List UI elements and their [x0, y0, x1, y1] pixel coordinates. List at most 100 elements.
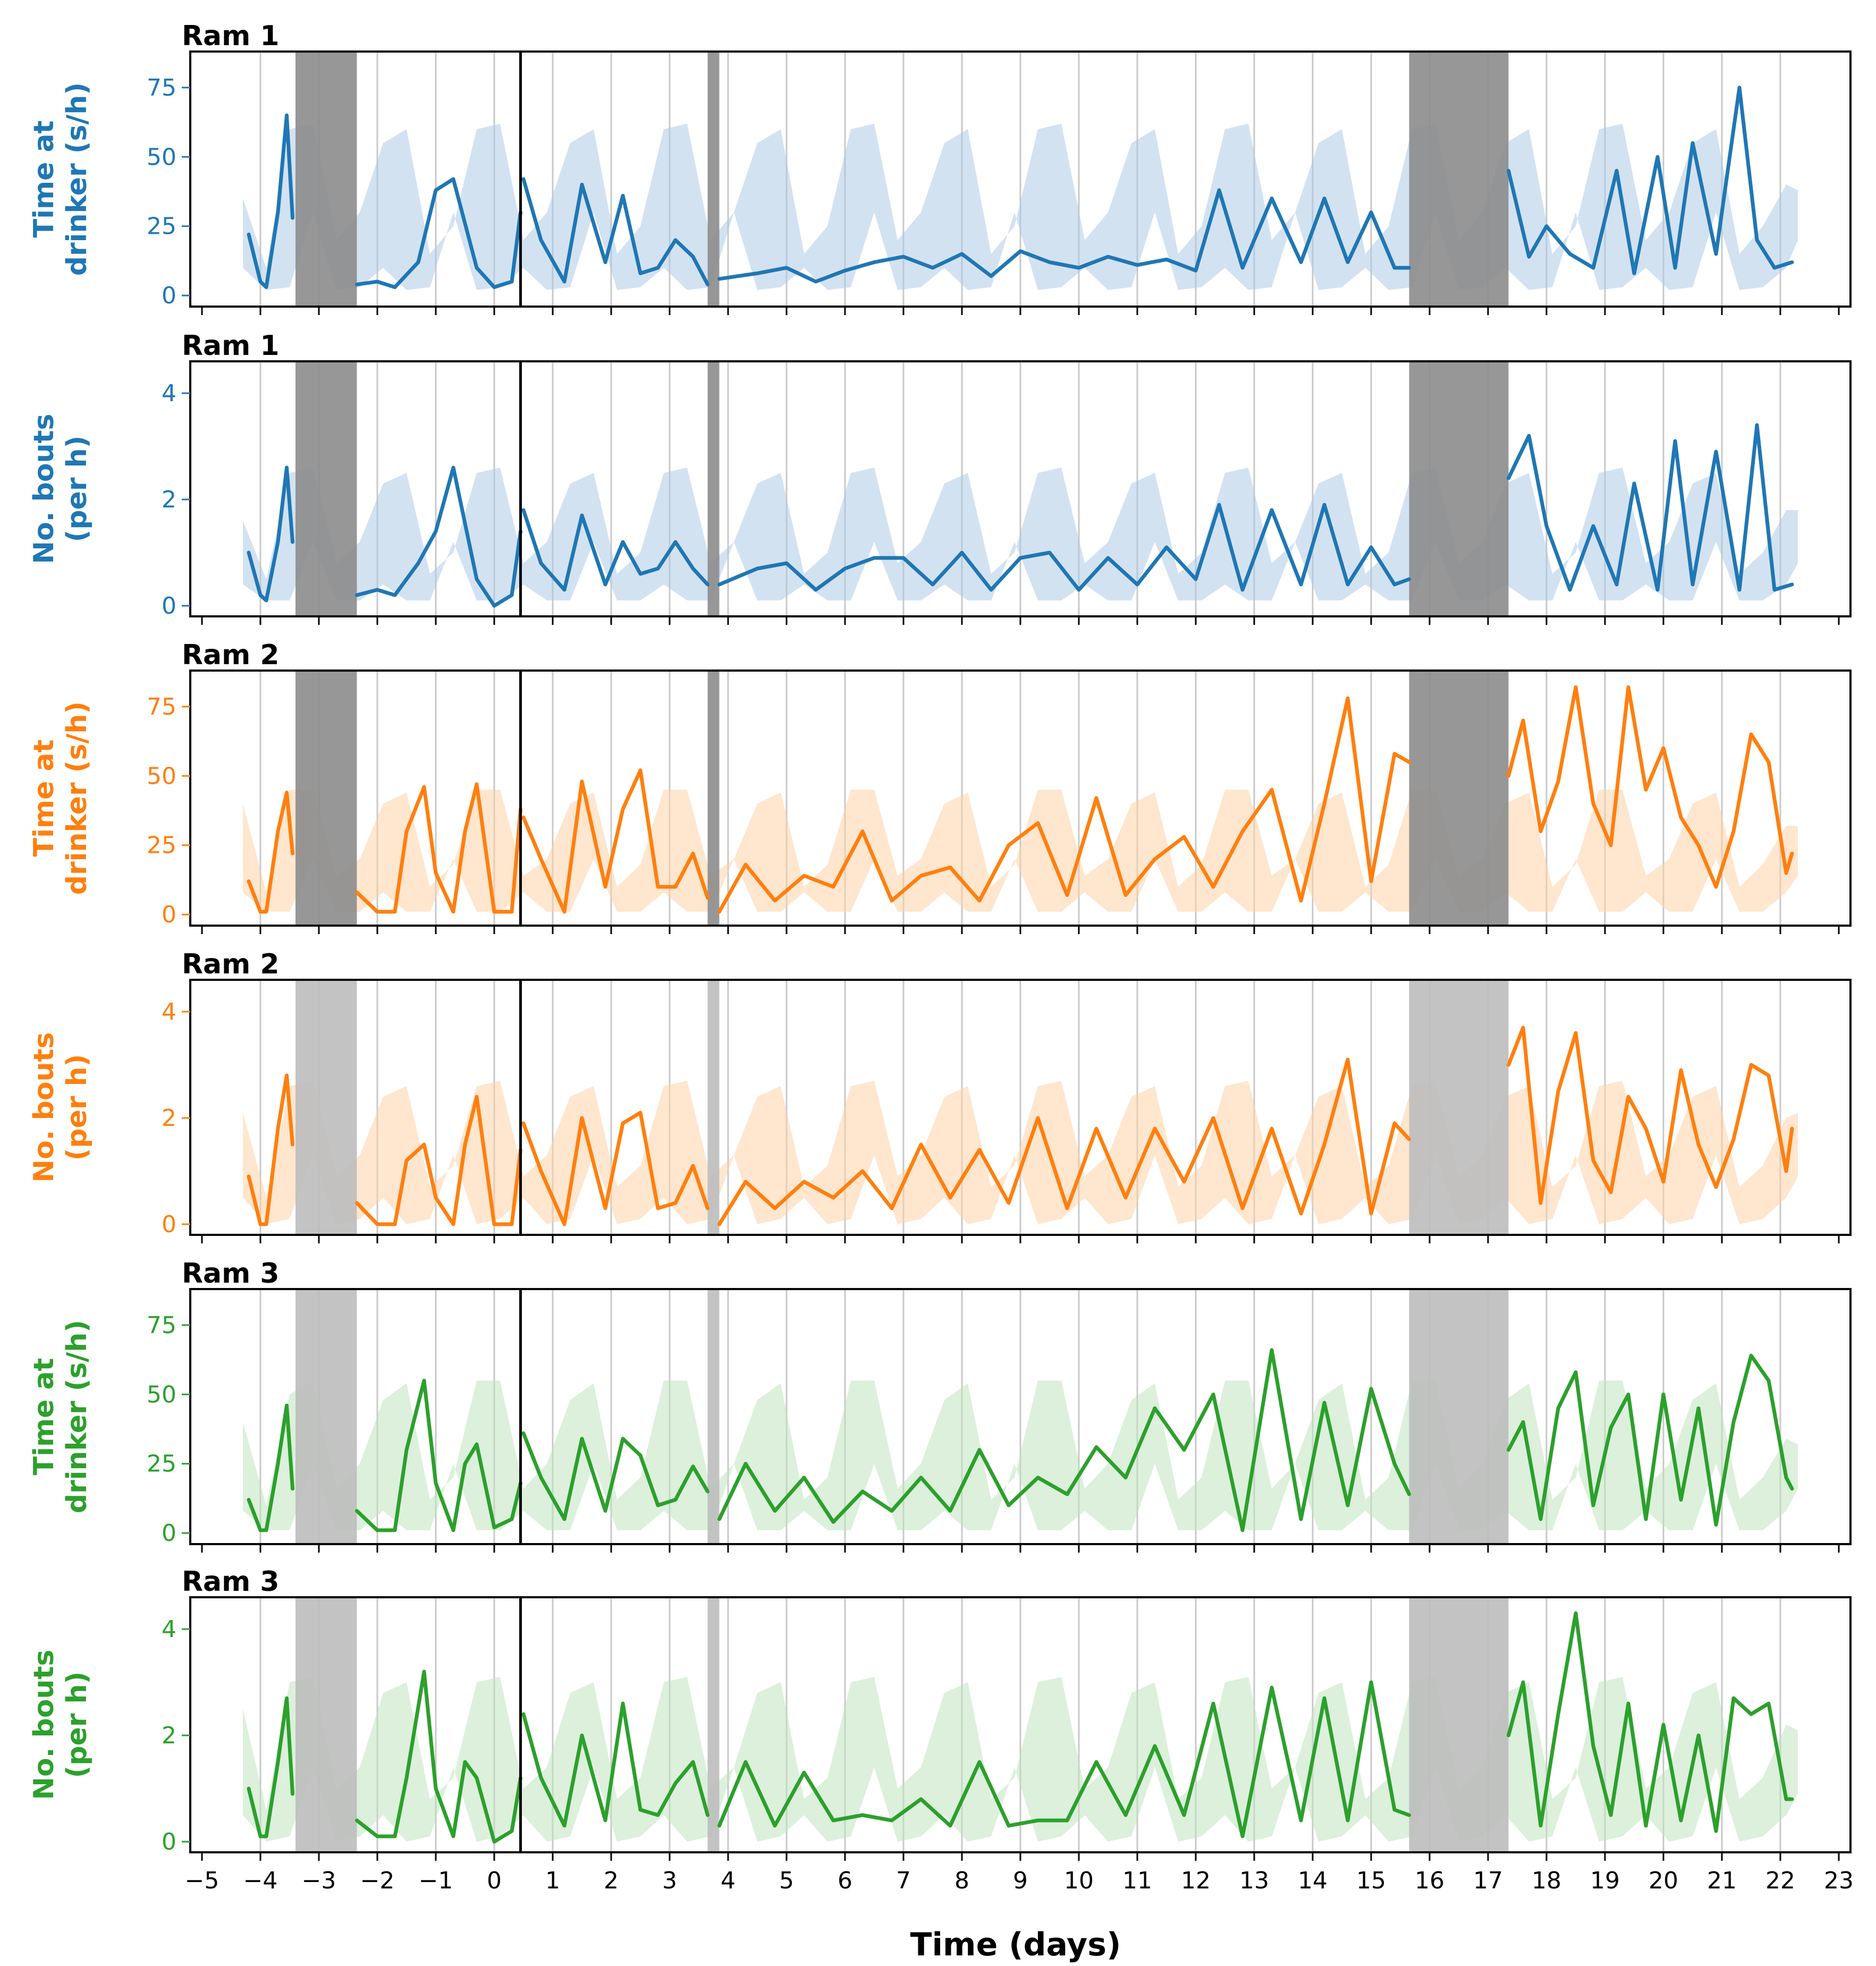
x-tick-label: 2: [604, 1867, 619, 1894]
series-line: [521, 1701, 709, 1828]
gap-shade: [1409, 361, 1509, 616]
series-line: [1507, 1353, 1794, 1527]
series-line: [1507, 423, 1794, 592]
gap-shade: [1409, 1289, 1509, 1544]
y-axis-label-line: drinker (s/h): [61, 701, 93, 895]
y-tick-label: 4: [162, 1616, 176, 1643]
y-tick-label: 4: [162, 998, 176, 1026]
gap-shade: [295, 671, 357, 926]
y-axis-label-line: (per h): [61, 1672, 93, 1778]
x-tick-label: −4: [243, 1867, 278, 1894]
y-tick-label: 0: [162, 1520, 176, 1547]
series-line: [717, 1680, 1411, 1838]
x-tick-label: 6: [838, 1867, 852, 1894]
gap-shade: [295, 361, 357, 616]
series-line: [247, 465, 294, 603]
y-tick-label: 75: [147, 693, 176, 721]
gap-shade: [707, 980, 720, 1235]
x-tick-label: 23: [1824, 1867, 1854, 1894]
series-line: [355, 177, 522, 289]
x-tick-label: −1: [419, 1867, 453, 1894]
series-line: [521, 1431, 709, 1521]
y-tick-label: 25: [147, 213, 176, 240]
y-tick-label: 0: [162, 1211, 176, 1238]
panel-title: Ram 3: [182, 1258, 280, 1290]
panel-title: Ram 1: [182, 20, 280, 52]
panel-title: Ram 2: [182, 948, 280, 980]
series-line: [355, 782, 522, 914]
y-axis-label: Time atdrinker (s/h): [28, 701, 93, 895]
x-tick-label: −5: [185, 1867, 219, 1894]
y-tick-label: 75: [147, 74, 176, 101]
series-line: [717, 696, 1411, 914]
x-tick-label: 4: [721, 1867, 736, 1894]
gap-shade: [1409, 1597, 1509, 1852]
gap-shade: [1409, 980, 1509, 1235]
gap-shade: [295, 1597, 357, 1852]
series-line: [521, 1111, 709, 1226]
y-tick-label: 50: [147, 762, 176, 790]
y-tick-label: 2: [162, 486, 176, 513]
series-line: [1507, 1611, 1794, 1833]
y-axis-label-line: Time at: [28, 121, 60, 238]
series-line: [717, 503, 1411, 592]
x-tick-label: 13: [1239, 1867, 1269, 1894]
gap-shade: [295, 1289, 357, 1544]
y-axis-label-line: No. bouts: [28, 414, 60, 564]
series-line: [247, 1696, 294, 1838]
series-line: [521, 177, 709, 286]
x-tick-label: −2: [360, 1867, 395, 1894]
x-tick-label: 0: [487, 1867, 502, 1894]
gap-shade: [707, 1597, 720, 1852]
series-line: [1507, 86, 1794, 275]
gap-shade: [295, 52, 357, 307]
panel-title: Ram 1: [182, 330, 280, 362]
y-tick-label: 0: [162, 901, 176, 928]
y-axis-label-line: (per h): [61, 436, 93, 543]
series-line: [247, 791, 294, 914]
series-line: [521, 508, 709, 592]
series-line: [355, 1670, 522, 1844]
y-axis-label-line: drinker (s/h): [61, 82, 93, 276]
y-axis-label: No. bouts(per h): [28, 1032, 93, 1183]
gap-shade: [707, 52, 720, 307]
y-axis-label-line: Time at: [28, 740, 60, 857]
gap-shade: [1409, 671, 1509, 926]
x-tick-label: −3: [302, 1867, 336, 1894]
gap-shade: [707, 671, 720, 926]
x-tick-label: 14: [1298, 1867, 1328, 1894]
x-axis-label: Time (days): [910, 1926, 1121, 1963]
y-tick-label: 2: [162, 1105, 176, 1132]
x-tick-label: 21: [1707, 1867, 1737, 1894]
x-tick-label: 12: [1181, 1867, 1211, 1894]
y-tick-label: 25: [147, 832, 176, 859]
x-axis: −5 −4 −3 −2 −1 0 1 2 3 4 5 6 7 8 9 10 11 12 13 14 15 16 17 18 19…: [185, 1867, 1854, 1894]
y-axis-label: Time atdrinker (s/h): [28, 82, 93, 276]
gap-shade: [1409, 52, 1509, 307]
series-line: [355, 1378, 522, 1532]
series-line: [247, 1403, 294, 1532]
x-tick-label: 18: [1532, 1867, 1561, 1894]
y-axis-label: No. bouts(per h): [28, 1650, 93, 1800]
x-tick-label: 7: [896, 1867, 911, 1894]
y-axis-label: Time atdrinker (s/h): [28, 1320, 93, 1513]
x-tick-label: 22: [1765, 1867, 1795, 1894]
x-tick-label: 11: [1122, 1867, 1152, 1894]
x-tick-label: 10: [1064, 1867, 1094, 1894]
y-axis-label-line: Time at: [28, 1358, 60, 1476]
x-tick-label: 8: [954, 1867, 969, 1894]
y-tick-label: 0: [162, 1828, 176, 1855]
series-line: [247, 113, 294, 289]
panel-title: Ram 3: [182, 1566, 280, 1598]
series-line: [1507, 685, 1794, 889]
gap-shade: [707, 1289, 720, 1544]
series-line: [247, 1073, 294, 1226]
